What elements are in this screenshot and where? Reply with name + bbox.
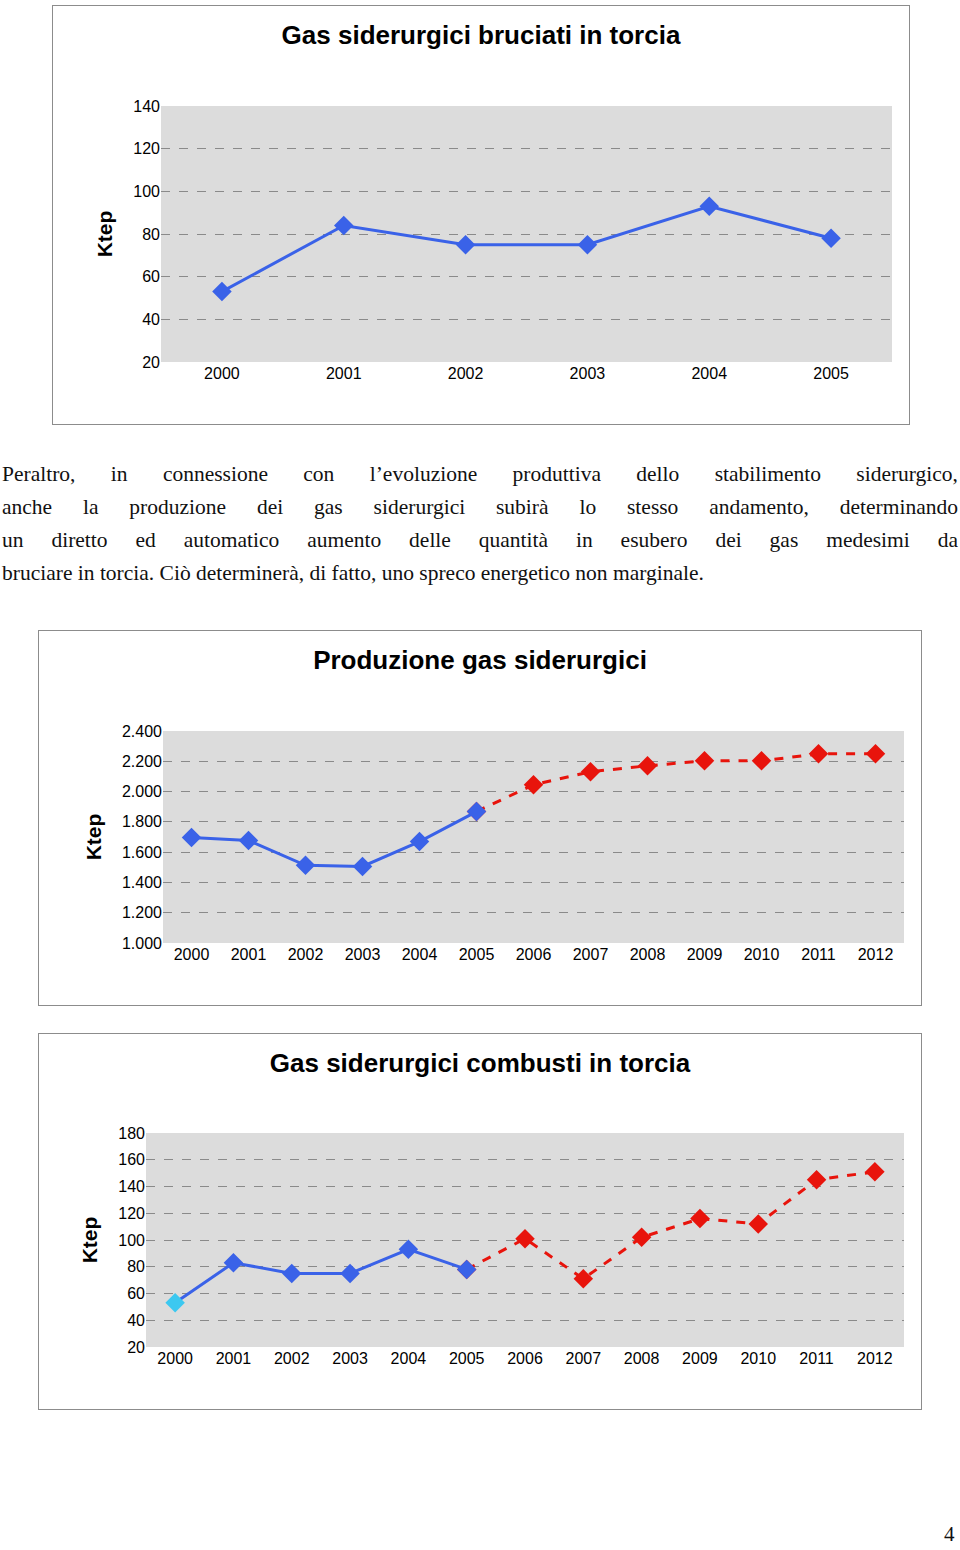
svg-text:140: 140 (118, 1178, 145, 1195)
svg-text:2003: 2003 (570, 365, 606, 382)
svg-text:2.000: 2.000 (122, 783, 162, 800)
svg-text:2003: 2003 (332, 1350, 368, 1367)
svg-text:2006: 2006 (516, 946, 552, 963)
svg-text:100: 100 (118, 1232, 145, 1249)
svg-text:2003: 2003 (345, 946, 381, 963)
svg-text:20: 20 (127, 1339, 145, 1356)
svg-text:20: 20 (142, 354, 160, 371)
svg-text:2005: 2005 (813, 365, 849, 382)
html-text:bruciare in torcia. Ciò determ: bruciare in torcia. Ciò determinerà, di … (2, 561, 704, 585)
svg-text:2007: 2007 (566, 1350, 602, 1367)
svg-text:2005: 2005 (459, 946, 495, 963)
svg-text:2008: 2008 (630, 946, 666, 963)
html-text:Peraltro, in connessione con l: Peraltro, in connessione con l’evoluzion… (2, 462, 958, 486)
svg-text:1.800: 1.800 (122, 813, 162, 830)
svg-text:80: 80 (127, 1258, 145, 1275)
svg-text:180: 180 (118, 1125, 145, 1142)
svg-text:2001: 2001 (326, 365, 362, 382)
svg-text:2.400: 2.400 (122, 723, 162, 740)
svg-text:Gas siderurgici bruciati in to: Gas siderurgici bruciati in torcia (282, 20, 681, 50)
svg-text:Ktep: Ktep (93, 211, 116, 258)
svg-text:Produzione gas siderurgici: Produzione gas siderurgici (313, 645, 647, 675)
svg-text:2011: 2011 (799, 1350, 834, 1367)
svg-text:2011: 2011 (801, 946, 836, 963)
svg-text:40: 40 (142, 311, 160, 328)
svg-text:2000: 2000 (157, 1350, 193, 1367)
svg-text:1.400: 1.400 (122, 874, 162, 891)
svg-text:2000: 2000 (174, 946, 210, 963)
svg-text:160: 160 (118, 1151, 145, 1168)
svg-text:2.200: 2.200 (122, 753, 162, 770)
svg-text:2010: 2010 (740, 1350, 776, 1367)
svg-text:2004: 2004 (691, 365, 727, 382)
svg-text:2007: 2007 (573, 946, 609, 963)
svg-text:2004: 2004 (402, 946, 438, 963)
svg-text:Ktep: Ktep (82, 814, 105, 861)
svg-text:1.000: 1.000 (122, 935, 162, 952)
svg-text:2002: 2002 (448, 365, 484, 382)
svg-text:2009: 2009 (682, 1350, 718, 1367)
svg-text:2002: 2002 (274, 1350, 310, 1367)
svg-text:2004: 2004 (391, 1350, 427, 1367)
svg-text:2010: 2010 (744, 946, 780, 963)
svg-text:1.200: 1.200 (122, 904, 162, 921)
svg-text:80: 80 (142, 226, 160, 243)
svg-text:Ktep: Ktep (78, 1217, 101, 1264)
svg-text:2008: 2008 (624, 1350, 660, 1367)
svg-text:2006: 2006 (507, 1350, 543, 1367)
svg-text:2005: 2005 (449, 1350, 485, 1367)
svg-text:100: 100 (133, 183, 160, 200)
svg-text:2012: 2012 (857, 1350, 893, 1367)
html-text:un diretto ed automatico aumen: un diretto ed automatico aumento delle q… (2, 528, 958, 552)
svg-text:2001: 2001 (216, 1350, 252, 1367)
svg-text:60: 60 (142, 268, 160, 285)
svg-text:2009: 2009 (687, 946, 723, 963)
svg-text:1.600: 1.600 (122, 844, 162, 861)
svg-text:2000: 2000 (204, 365, 240, 382)
svg-text:140: 140 (133, 98, 160, 115)
html-text:anche la produzione dei gas si: anche la produzione dei gas siderurgici … (2, 495, 958, 519)
svg-text:120: 120 (118, 1205, 145, 1222)
svg-text:60: 60 (127, 1285, 145, 1302)
html-text:4: 4 (944, 1522, 955, 1546)
svg-text:2012: 2012 (858, 946, 894, 963)
svg-text:2002: 2002 (288, 946, 324, 963)
svg-text:Gas siderurgici combusti in to: Gas siderurgici combusti in torcia (270, 1048, 691, 1078)
svg-text:40: 40 (127, 1312, 145, 1329)
svg-text:2001: 2001 (231, 946, 267, 963)
svg-text:120: 120 (133, 140, 160, 157)
